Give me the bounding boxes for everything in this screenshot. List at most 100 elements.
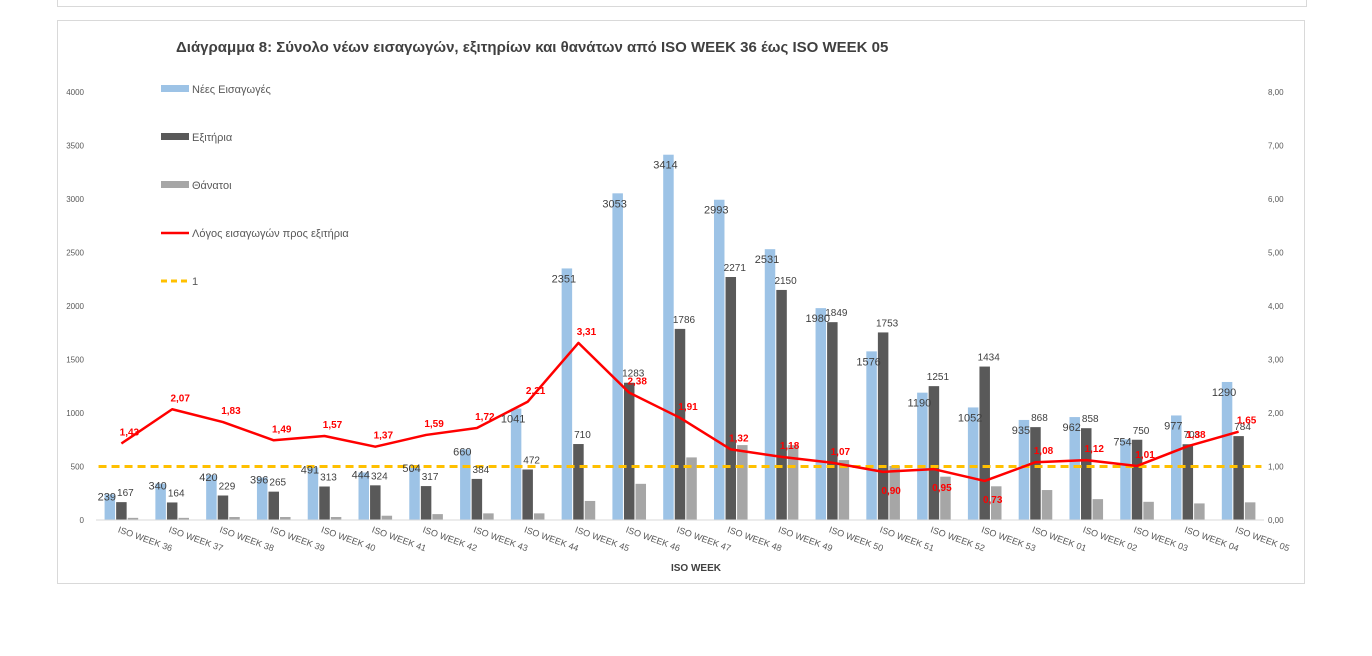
ratio-line xyxy=(120,341,1239,483)
bar xyxy=(116,502,127,520)
ratio-value-label: 1,32 xyxy=(729,433,749,444)
left-tick-label: 3500 xyxy=(66,142,84,151)
discharges-value-label: 384 xyxy=(473,465,490,476)
category-label: ISO WEEK 01 xyxy=(1031,524,1088,553)
admissions-value-label: 504 xyxy=(402,463,420,475)
bar xyxy=(381,515,393,520)
bar xyxy=(573,444,584,520)
right-tick-label: 6,00 xyxy=(1268,195,1284,204)
category-label: ISO WEEK 46 xyxy=(625,524,682,553)
bar xyxy=(307,467,319,520)
bar xyxy=(104,494,116,520)
discharges-value-label: 265 xyxy=(269,478,286,489)
admissions-value-label: 444 xyxy=(352,469,370,481)
ratio-value-label: 1,91 xyxy=(678,402,698,413)
admissions-value-label: 935 xyxy=(1012,425,1030,437)
bar xyxy=(776,289,787,520)
bar xyxy=(1030,427,1041,520)
bar xyxy=(979,366,990,520)
discharges-value-label: 472 xyxy=(523,455,540,466)
admissions-value-label: 2351 xyxy=(552,273,576,285)
category-label: ISO WEEK 49 xyxy=(777,524,834,553)
bar xyxy=(460,449,471,520)
admissions-value-label: 3414 xyxy=(653,160,677,172)
bar xyxy=(1092,499,1104,520)
bar xyxy=(229,517,240,520)
discharges-value-label: 164 xyxy=(168,488,185,499)
ratio-value-label: 2,21 xyxy=(526,386,546,397)
bar xyxy=(686,457,697,520)
category-label: ISO WEEK 04 xyxy=(1183,524,1240,553)
bar xyxy=(420,486,432,520)
category-label: ISO WEEK 45 xyxy=(574,524,631,553)
admissions-value-label: 1290 xyxy=(1212,387,1236,399)
bar xyxy=(967,407,979,520)
discharges-value-label: 1849 xyxy=(825,308,848,319)
admissions-value-label: 3053 xyxy=(602,198,626,210)
admissions-value-label: 962 xyxy=(1063,422,1081,434)
left-tick-label: 4000 xyxy=(66,88,84,97)
ratio-value-label: 0,73 xyxy=(983,495,1003,506)
ratio-value-label: 3,31 xyxy=(577,327,597,338)
bar xyxy=(1041,490,1053,520)
bar xyxy=(319,486,330,520)
right-tick-label: 3,00 xyxy=(1268,356,1284,365)
bar xyxy=(612,193,623,521)
bar xyxy=(725,277,737,520)
admissions-value-label: 491 xyxy=(301,464,319,476)
ratio-series-line xyxy=(120,341,1239,483)
category-label: ISO WEEK 02 xyxy=(1082,524,1139,553)
legend-swatch xyxy=(161,181,189,188)
admissions-value-label: 754 xyxy=(1113,436,1131,448)
admissions-value-label: 1052 xyxy=(958,412,982,424)
bar xyxy=(127,517,139,520)
category-label: ISO WEEK 43 xyxy=(472,524,529,553)
left-tick-label: 2500 xyxy=(66,249,84,258)
discharges-value-label: 784 xyxy=(1234,422,1251,433)
category-label: ISO WEEK 52 xyxy=(929,524,986,553)
bar-labels: 239 340 420 396 491 444 504 660 1041 2351 3053 3414… xyxy=(98,160,1252,504)
bar xyxy=(409,466,420,520)
left-axis: 0 500 1000 1500 2000 2500 3000 3500 4000 xyxy=(66,88,84,525)
admissions-value-label: 1576 xyxy=(856,356,880,368)
bar xyxy=(370,485,381,520)
bar xyxy=(1018,419,1030,520)
legend-label: Εξιτήρια xyxy=(192,132,233,144)
legend-swatch xyxy=(161,133,189,140)
left-tick-label: 1000 xyxy=(66,409,84,418)
legend-swatch xyxy=(161,85,189,92)
bar xyxy=(217,495,229,520)
ratio-value-label: 1,57 xyxy=(323,420,343,431)
left-tick-label: 1500 xyxy=(66,356,84,365)
right-tick-label: 2,00 xyxy=(1268,409,1284,418)
bar xyxy=(1221,381,1233,520)
ratio-value-label: 1,43 xyxy=(120,427,140,438)
bar xyxy=(674,328,686,520)
bar xyxy=(990,486,1002,520)
bar xyxy=(178,517,189,520)
legend: Νέες Εισαγωγές Εξιτήρια Θάνατοι Λόγος εισαγ… xyxy=(161,84,349,288)
chart-container: Διάγραμμα 8: Σύνολο νέων εισαγωγών, εξιτ… xyxy=(57,20,1305,584)
legend-label: Νέες Εισαγωγές xyxy=(192,84,271,96)
bar xyxy=(815,308,827,520)
ratio-value-label: 1,12 xyxy=(1085,444,1105,455)
bar xyxy=(928,386,940,520)
bar xyxy=(533,513,545,520)
ratio-value-label: 2,07 xyxy=(170,393,190,404)
category-label: ISO WEEK 40 xyxy=(320,524,377,553)
bar xyxy=(827,322,838,520)
discharges-value-label: 710 xyxy=(574,430,591,441)
bar xyxy=(1233,436,1244,520)
bar xyxy=(471,478,483,520)
bar xyxy=(663,154,674,520)
chart-title: Διάγραμμα 8: Σύνολο νέων εισαγωγών, εξιτ… xyxy=(176,39,888,56)
left-tick-label: 2000 xyxy=(66,302,84,311)
ratio-value-label: 1,08 xyxy=(1034,446,1054,457)
category-label: ISO WEEK 05 xyxy=(1234,524,1291,553)
bar xyxy=(838,460,850,520)
bar xyxy=(787,445,799,520)
bar xyxy=(280,517,291,520)
ratio-value-label: 0,90 xyxy=(881,486,901,497)
bar xyxy=(358,472,370,520)
category-label: ISO WEEK 38 xyxy=(218,524,275,553)
